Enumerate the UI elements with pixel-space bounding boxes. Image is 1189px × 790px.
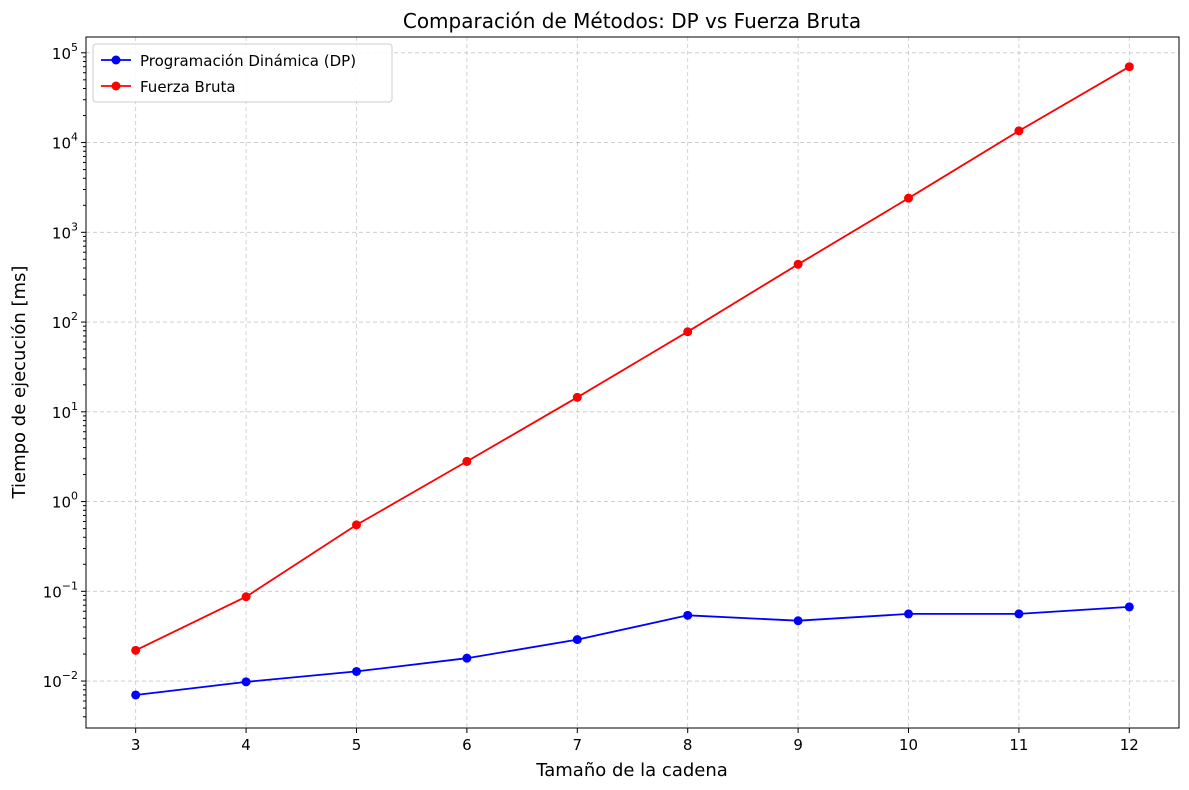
- x-tick-label: 12: [1120, 736, 1139, 754]
- y-tick-exponent: 0: [71, 490, 78, 503]
- data-point: [242, 677, 251, 686]
- data-point: [1125, 602, 1134, 611]
- chart-title: Comparación de Métodos: DP vs Fuerza Bru…: [403, 9, 861, 33]
- y-tick-base: 10: [52, 135, 71, 153]
- x-tick-label: 10: [899, 736, 918, 754]
- data-point: [794, 260, 803, 269]
- y-tick-base: 10: [52, 45, 71, 63]
- data-point: [462, 457, 471, 466]
- data-point: [352, 667, 361, 676]
- x-tick-label: 11: [1009, 736, 1028, 754]
- y-axis-label: Tiempo de ejecución [ms]: [9, 266, 30, 500]
- data-point: [683, 611, 692, 620]
- y-tick-label: 104: [52, 131, 78, 153]
- legend-label: Programación Dinámica (DP): [140, 52, 356, 70]
- x-axis-label: Tamaño de la cadena: [535, 760, 728, 781]
- y-tick-exponent: 4: [71, 131, 78, 144]
- series-line-0: [136, 607, 1130, 695]
- x-tick-label: 9: [793, 736, 803, 754]
- data-point: [573, 393, 582, 402]
- y-tick-exponent: 2: [71, 310, 78, 323]
- y-tick-exponent: −1: [62, 579, 78, 592]
- y-tick-exponent: −2: [62, 669, 78, 682]
- legend-marker: [112, 56, 121, 65]
- legend: Programación Dinámica (DP) Fuerza Bruta: [93, 44, 392, 102]
- data-point: [131, 690, 140, 699]
- y-tick-label: 105: [52, 41, 78, 63]
- data-point: [462, 654, 471, 663]
- data-point: [683, 327, 692, 336]
- y-tick-base: 10: [43, 673, 62, 691]
- y-tick-base: 10: [52, 494, 71, 512]
- data-point: [1014, 126, 1023, 135]
- series-line-1: [136, 67, 1130, 651]
- y-tick-base: 10: [43, 583, 62, 601]
- y-tick-base: 10: [52, 314, 71, 332]
- y-tick-exponent: 5: [71, 41, 78, 54]
- data-point: [352, 520, 361, 529]
- data-point: [131, 646, 140, 655]
- x-tick-label: 3: [131, 736, 141, 754]
- y-tick-label: 101: [52, 400, 78, 422]
- data-point: [794, 616, 803, 625]
- x-tick-label: 7: [573, 736, 583, 754]
- y-tick-label: 10−2: [43, 669, 78, 691]
- y-tick-base: 10: [52, 224, 71, 242]
- y-tick-base: 10: [52, 404, 71, 422]
- grid-layer: [86, 37, 1179, 728]
- legend-marker: [112, 82, 121, 91]
- y-tick-label: 102: [52, 310, 78, 332]
- series-layer: [131, 62, 1134, 699]
- y-tick-exponent: 1: [71, 400, 78, 413]
- y-tick-label: 10−1: [43, 579, 78, 601]
- data-point: [242, 592, 251, 601]
- y-tick-label: 100: [52, 490, 78, 512]
- x-tick-label: 8: [683, 736, 693, 754]
- data-point: [904, 194, 913, 203]
- x-tick-label: 4: [241, 736, 251, 754]
- legend-label: Fuerza Bruta: [140, 78, 236, 96]
- data-point: [1125, 62, 1134, 71]
- data-point: [1014, 609, 1023, 618]
- x-tick-label: 5: [352, 736, 362, 754]
- data-point: [573, 635, 582, 644]
- y-tick-label: 103: [52, 220, 78, 242]
- plot-frame: [86, 37, 1179, 728]
- data-point: [904, 609, 913, 618]
- y-tick-exponent: 3: [71, 220, 78, 233]
- x-tick-label: 6: [462, 736, 472, 754]
